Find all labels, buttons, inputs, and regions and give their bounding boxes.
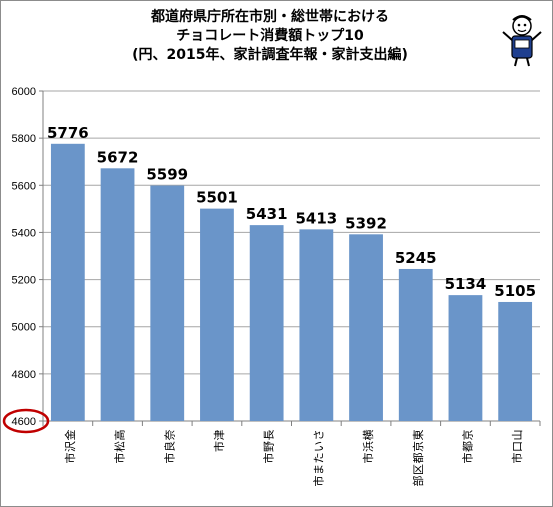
x-category-label: 東 — [412, 430, 425, 441]
y-tick-label: 5000 — [12, 322, 36, 334]
x-category-label: 市 — [262, 453, 276, 464]
y-tick-label: 4600 — [12, 416, 36, 428]
highlight-circle — [2, 408, 50, 434]
y-tick-label: 5400 — [12, 227, 36, 239]
x-category-label: 松 — [113, 441, 127, 452]
x-category-label: 金 — [63, 430, 77, 441]
bar — [398, 268, 433, 421]
bar — [50, 143, 85, 422]
x-category-label: 市 — [510, 453, 524, 464]
bar — [100, 168, 135, 421]
x-category-label: 市 — [212, 441, 226, 452]
x-category-label: 横 — [361, 430, 375, 441]
x-category-label: 津 — [213, 430, 226, 441]
bar — [448, 295, 483, 421]
data-label: 5134 — [445, 275, 487, 293]
mascot-icon — [502, 15, 542, 67]
data-label: 5431 — [246, 205, 288, 223]
x-category-label: 部 — [411, 476, 425, 487]
title-line-3: (円、2015年、家計調査年報・家計支出編) — [132, 47, 408, 63]
data-label: 5776 — [47, 124, 89, 142]
data-label: 5599 — [146, 166, 188, 184]
x-category-label: 浜 — [362, 441, 375, 452]
chart-title: 都道府県庁所在市別・総世帯における チョコレート消費額トップ10 (円、2015… — [80, 8, 460, 65]
bar — [299, 229, 334, 421]
x-category-label: 京 — [460, 430, 474, 441]
bars — [50, 143, 533, 422]
x-category-label: 長 — [263, 430, 276, 441]
x-category-label: 市 — [113, 453, 127, 464]
x-category-label: 京 — [411, 441, 425, 452]
x-category-label: 山 — [511, 430, 524, 441]
y-tick-label: 6000 — [12, 86, 36, 98]
data-label: 5105 — [494, 282, 536, 300]
x-category-label: 口 — [511, 441, 524, 452]
x-category-label: 区 — [412, 464, 425, 475]
y-tick-label: 5800 — [12, 133, 36, 145]
data-label: 5413 — [295, 209, 337, 227]
title-line-1: 都道府県庁所在市別・総世帯における — [151, 9, 389, 25]
x-category-label: 野 — [263, 441, 276, 452]
data-label: 5501 — [196, 189, 238, 207]
x-category-label: 市 — [311, 476, 325, 487]
x-category-label: 奈 — [162, 430, 176, 441]
bar — [249, 225, 284, 421]
title-line-2: チョコレート消費額トップ10 — [176, 28, 364, 44]
bar — [200, 208, 234, 421]
x-category-label: 市 — [162, 453, 176, 464]
bar — [498, 301, 533, 421]
labels: 460048005000520054005600580060005776金沢市5… — [2, 86, 536, 487]
x-category-label: 市 — [361, 453, 375, 464]
data-label: 5245 — [395, 249, 437, 267]
data-label: 5672 — [97, 148, 139, 166]
x-category-label: い — [312, 441, 325, 452]
x-category-label: 高 — [113, 430, 127, 441]
data-label: 5392 — [345, 214, 387, 232]
bar — [349, 234, 383, 421]
x-category-label: 沢 — [63, 441, 77, 452]
x-category-label: 都 — [461, 441, 474, 452]
y-tick-label: 5600 — [12, 180, 36, 192]
y-tick-label: 5200 — [12, 275, 36, 287]
bar — [150, 185, 185, 421]
x-category-label: 都 — [412, 453, 425, 464]
y-tick-label: 4800 — [12, 369, 36, 381]
x-category-label: た — [312, 453, 325, 464]
x-category-label: 良 — [162, 441, 176, 452]
x-category-label: ま — [312, 464, 325, 475]
x-category-label: さ — [312, 430, 325, 441]
x-category-label: 市 — [63, 453, 77, 464]
x-category-label: 市 — [460, 453, 474, 464]
